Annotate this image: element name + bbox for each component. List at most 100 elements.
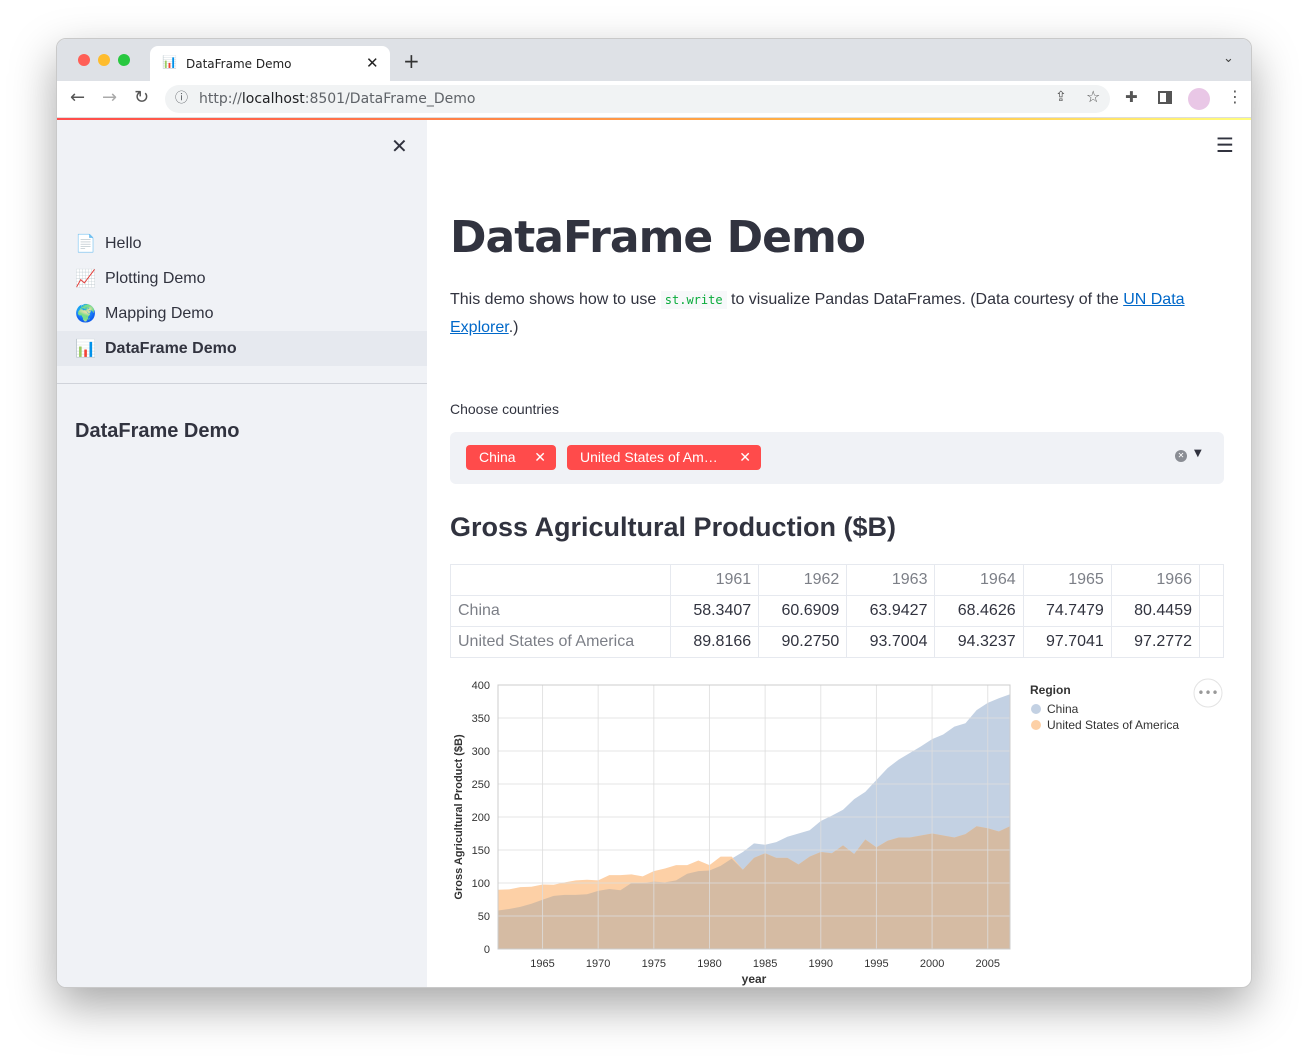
bookmark-star-icon[interactable]: ☆ bbox=[1086, 87, 1101, 106]
table-cell[interactable]: 68.4626 bbox=[934, 595, 1024, 627]
un-data-link[interactable]: UN Data bbox=[1123, 291, 1185, 308]
address-bar-row: ← → ↻ ⓘ http://localhost:8501/DataFrame_… bbox=[57, 81, 1251, 118]
legend-label: China bbox=[1047, 702, 1079, 716]
area-chart[interactable]: 0 50 100 150 200 250 300 350 400 1965 1970 1975 1980… bbox=[441, 674, 1251, 988]
table-cell[interactable]: 60.6909 bbox=[758, 595, 848, 627]
url-path: :8501/DataFrame_Demo bbox=[304, 91, 476, 107]
y-tick-label: 400 bbox=[472, 680, 490, 692]
table-cell[interactable]: 90.2750 bbox=[758, 626, 848, 658]
legend-swatch bbox=[1031, 704, 1041, 714]
x-tick-label: 1995 bbox=[864, 958, 888, 970]
new-tab-button[interactable]: + bbox=[403, 49, 420, 73]
column-header[interactable]: 1966 bbox=[1110, 564, 1201, 596]
column-header[interactable]: 1962 bbox=[758, 564, 848, 596]
browser-tab[interactable]: 📊 DataFrame Demo ✕ bbox=[150, 46, 390, 82]
chart-actions-button[interactable] bbox=[1193, 678, 1223, 708]
maximize-window-button[interactable] bbox=[118, 54, 130, 66]
minimize-window-button[interactable] bbox=[98, 54, 110, 66]
profile-avatar[interactable] bbox=[1188, 88, 1210, 110]
section-subheader: Gross Agricultural Production ($B) bbox=[450, 512, 897, 542]
browser-window: 📊 DataFrame Demo ✕ + ⌄ ← → ↻ ⓘ http://lo… bbox=[56, 38, 1252, 988]
plot-frame bbox=[497, 684, 1011, 950]
table-cell[interactable]: 93.7004 bbox=[846, 626, 936, 658]
row-index: China bbox=[450, 595, 671, 627]
area-overlap bbox=[498, 826, 1010, 949]
x-tick-label: 1965 bbox=[530, 958, 554, 970]
explorer-link[interactable]: Explorer bbox=[450, 319, 509, 336]
x-tick-label: 2005 bbox=[975, 958, 999, 970]
column-header[interactable]: 1965 bbox=[1022, 564, 1112, 596]
url-input[interactable]: ⓘ http://localhost:8501/DataFrame_Demo bbox=[165, 85, 1110, 113]
forward-button[interactable]: → bbox=[102, 87, 118, 108]
x-tick-label: 1985 bbox=[753, 958, 777, 970]
y-tick-label: 100 bbox=[472, 878, 490, 890]
chip-china: China ✕ bbox=[466, 445, 556, 470]
index-header bbox=[450, 564, 671, 596]
sidebar-item-label: Hello bbox=[105, 235, 142, 252]
select-label: Choose countries bbox=[450, 401, 559, 417]
y-tick-label: 250 bbox=[472, 779, 490, 791]
table-cell[interactable]: 58.3407 bbox=[669, 595, 760, 627]
sidebar-section-title: DataFrame Demo bbox=[75, 420, 240, 442]
close-window-button[interactable] bbox=[78, 54, 90, 66]
table-cell[interactable]: 80.4459 bbox=[1110, 595, 1201, 627]
data-table[interactable]: 1961 1962 1963 1964 1965 1966 China 58.3407 60… bbox=[450, 564, 1224, 658]
table-cell[interactable]: 74.7479 bbox=[1022, 595, 1112, 627]
overflow-cell bbox=[1199, 626, 1224, 658]
bar-chart-icon: 📊 bbox=[162, 55, 177, 69]
remove-chip-icon[interactable]: ✕ bbox=[534, 449, 546, 465]
sidebar-item-label: Plotting Demo bbox=[105, 270, 206, 287]
clear-all-icon[interactable]: ✕ bbox=[1175, 450, 1187, 462]
side-panel-icon[interactable] bbox=[1158, 91, 1172, 104]
chip-label: United States of Am… bbox=[580, 449, 718, 465]
chart-increasing-icon: 📈 bbox=[75, 269, 97, 288]
y-tick-label: 50 bbox=[478, 911, 490, 923]
sidebar-item-mapping-demo[interactable]: 🌍 Mapping Demo bbox=[57, 296, 427, 331]
tab-bar: 📊 DataFrame Demo ✕ + ⌄ bbox=[57, 39, 1251, 82]
column-header[interactable]: 1964 bbox=[934, 564, 1024, 596]
table-cell[interactable]: 89.8166 bbox=[669, 626, 760, 658]
legend-title: Region bbox=[1030, 683, 1071, 697]
sidebar-item-label: DataFrame Demo bbox=[105, 340, 237, 357]
chip-label: China bbox=[479, 449, 516, 465]
info-icon: ⓘ bbox=[175, 91, 189, 106]
overflow-column bbox=[1199, 564, 1224, 596]
countries-multiselect[interactable]: China ✕ United States of Am… ✕ ✕ ▼ bbox=[450, 432, 1224, 484]
dropdown-caret-icon[interactable]: ▼ bbox=[1194, 448, 1202, 459]
close-tab-icon[interactable]: ✕ bbox=[366, 54, 379, 72]
remove-chip-icon[interactable]: ✕ bbox=[739, 449, 751, 465]
row-index: United States of America bbox=[450, 626, 671, 658]
tab-title: DataFrame Demo bbox=[186, 57, 292, 71]
reload-button[interactable]: ↻ bbox=[134, 87, 150, 108]
bar-chart-icon: 📊 bbox=[75, 339, 97, 358]
y-axis-title: Gross Agricultural Product ($B) bbox=[453, 734, 465, 900]
back-button[interactable]: ← bbox=[70, 87, 86, 108]
column-header[interactable]: 1963 bbox=[846, 564, 936, 596]
table-cell[interactable]: 97.7041 bbox=[1022, 626, 1112, 658]
browser-menu-icon[interactable]: ⋮ bbox=[1227, 87, 1243, 106]
table-cell[interactable]: 97.2772 bbox=[1110, 626, 1201, 658]
x-tick-label: 1975 bbox=[642, 958, 666, 970]
share-icon[interactable]: ⇪ bbox=[1055, 89, 1067, 105]
sidebar-item-plotting-demo[interactable]: 📈 Plotting Demo bbox=[57, 261, 427, 296]
table-cell[interactable]: 94.3237 bbox=[934, 626, 1024, 658]
table-row: United States of America 89.8166 90.2750 9… bbox=[450, 626, 1224, 658]
legend-swatch bbox=[1031, 720, 1041, 730]
x-tick-label: 2000 bbox=[920, 958, 944, 970]
sidebar-item-dataframe-demo[interactable]: 📊 DataFrame Demo bbox=[57, 331, 427, 366]
close-sidebar-icon[interactable]: ✕ bbox=[391, 134, 408, 158]
sidebar: ✕ 📄 Hello 📈 Plotting Demo 🌍 Mapping Demo 📊 D… bbox=[57, 120, 427, 987]
column-header[interactable]: 1961 bbox=[669, 564, 760, 596]
tab-search-chevron-icon[interactable]: ⌄ bbox=[1223, 51, 1234, 66]
x-tick-label: 1980 bbox=[697, 958, 721, 970]
table-cell[interactable]: 63.9427 bbox=[846, 595, 936, 627]
streamlit-decoration-bar bbox=[57, 118, 1251, 120]
hamburger-menu-icon[interactable]: ☰ bbox=[1216, 133, 1234, 157]
more-options-icon: ••• bbox=[1197, 686, 1218, 700]
overflow-cell bbox=[1199, 595, 1224, 627]
sidebar-item-hello[interactable]: 📄 Hello bbox=[57, 226, 427, 261]
intro-part: This demo shows how to use bbox=[450, 291, 661, 308]
extensions-icon[interactable]: ✚ bbox=[1125, 88, 1138, 106]
table-row: China 58.3407 60.6909 63.9427 68.4626 74.747… bbox=[450, 595, 1224, 627]
intro-part: .) bbox=[508, 319, 519, 336]
